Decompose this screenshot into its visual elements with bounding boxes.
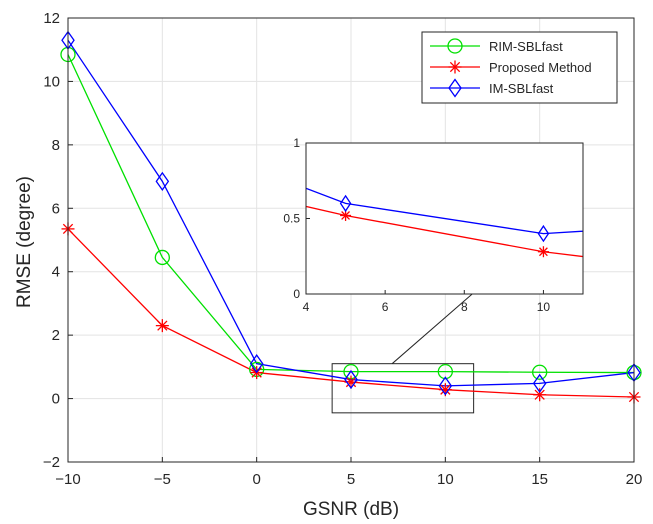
circle-marker bbox=[532, 364, 548, 380]
y-tick-label: 0 bbox=[52, 391, 60, 408]
x-tick-label: 0 bbox=[252, 471, 260, 488]
zoom-region-box bbox=[331, 363, 475, 414]
x-tick-label: 10 bbox=[437, 471, 454, 488]
asterisk-marker bbox=[448, 60, 462, 74]
x-tick-label: 5 bbox=[347, 471, 355, 488]
y-tick-label: 8 bbox=[52, 137, 60, 154]
y-tick-label: 12 bbox=[43, 10, 60, 27]
x-tick-label: −5 bbox=[154, 471, 171, 488]
y-tick-label: −2 bbox=[43, 454, 60, 471]
x-tick-label: −10 bbox=[55, 471, 80, 488]
asterisk-marker bbox=[533, 388, 547, 402]
y-tick-label: 6 bbox=[52, 200, 60, 217]
asterisk-marker bbox=[537, 246, 549, 258]
diamond-marker bbox=[155, 171, 170, 191]
inset-x-tick-label: 8 bbox=[461, 300, 468, 314]
inset-x-tick-label: 10 bbox=[537, 300, 551, 314]
main-x-ticks: −10 −5 0 5 10 15 20 bbox=[55, 457, 642, 488]
y-tick-label: 2 bbox=[52, 327, 60, 344]
inset-x-tick-label: 6 bbox=[382, 300, 389, 314]
diamond-marker bbox=[438, 376, 453, 396]
diamond-marker bbox=[448, 78, 462, 98]
y-axis-title: RMSE (degree) bbox=[14, 176, 35, 308]
inset-chart: 4 6 8 10 0 0.5 1 bbox=[283, 136, 584, 365]
circle-marker bbox=[154, 249, 170, 266]
diamond-marker bbox=[249, 354, 264, 374]
inset-y-tick-label: 0.5 bbox=[283, 212, 300, 226]
inset-series-line-diamond bbox=[306, 187, 583, 235]
circle-marker bbox=[447, 38, 463, 54]
y-tick-label: 10 bbox=[43, 73, 60, 90]
diamond-marker bbox=[344, 369, 358, 390]
x-axis-title: GSNR (dB) bbox=[303, 499, 399, 520]
inset-y-tick-label: 0 bbox=[293, 287, 300, 301]
inset-series-group bbox=[306, 187, 583, 258]
inset-y-tick-label: 1 bbox=[293, 136, 300, 150]
main-zoom-box-group bbox=[331, 363, 475, 414]
x-tick-label: 15 bbox=[531, 471, 548, 488]
main-y-ticks: −2 0 2 4 6 8 10 12 bbox=[43, 10, 73, 471]
legend-label: RIM-SBLfast bbox=[489, 39, 563, 54]
x-tick-label: 20 bbox=[626, 471, 643, 488]
asterisk-marker bbox=[155, 319, 169, 333]
inset-x-tick-label: 4 bbox=[303, 300, 310, 314]
legend-label: Proposed Method bbox=[489, 60, 592, 75]
main-series-group bbox=[60, 30, 642, 404]
y-tick-label: 4 bbox=[52, 264, 60, 281]
legend-label: IM-SBLfast bbox=[489, 81, 554, 96]
diamond-marker bbox=[339, 194, 352, 213]
circle-marker bbox=[437, 363, 453, 380]
diamond-marker bbox=[537, 224, 550, 243]
inset-connector-line bbox=[391, 293, 473, 365]
diamond-marker bbox=[532, 373, 547, 393]
legend: RIM-SBLfast Proposed Method IM-SBLfast bbox=[421, 31, 618, 104]
